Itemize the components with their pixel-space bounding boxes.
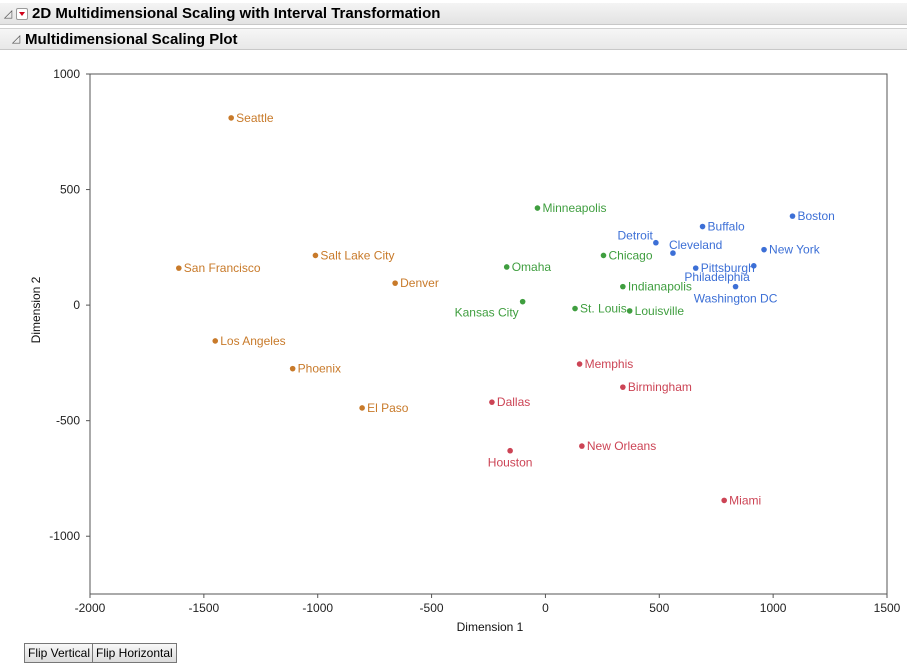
point-label: Minneapolis [542,201,606,215]
plot-section-title: Multidimensional Scaling Plot [25,30,238,48]
point-label: Memphis [585,357,634,371]
point-label: Detroit [618,229,654,243]
point-label: San Francisco [184,261,261,275]
point-label: Louisville [635,304,685,318]
data-point[interactable] [534,205,541,211]
data-point[interactable] [721,497,727,504]
y-tick-label: 1000 [53,67,80,81]
report-title: 2D Multidimensional Scaling with Interva… [32,5,441,22]
x-tick-label: 1000 [760,601,787,615]
data-point[interactable] [503,264,510,270]
point-label: Salt Lake City [320,248,394,262]
point-label: Seattle [236,111,274,125]
data-point[interactable] [359,405,365,411]
data-point[interactable] [732,283,739,290]
data-point[interactable] [670,250,676,256]
x-tick-label: 500 [649,601,669,615]
flip-vertical-button[interactable]: Flip Vertical [24,643,95,663]
data-point[interactable] [312,252,319,259]
plot-section-header[interactable]: ◿ Multidimensional Scaling Plot [0,28,907,50]
point-label: Kansas City [455,306,519,320]
point-label: Dallas [497,395,530,409]
mds-scatter-plot: -2000 -1500 -1000 -500 0 500 1000 1500 -1000 -50… [29,67,901,634]
point-label: Cleveland [669,238,722,252]
data-point[interactable] [228,115,234,121]
x-tick-label: -2000 [75,601,106,615]
x-axis: -2000 -1500 -1000 -500 0 500 1000 1500 [75,594,901,615]
point-label: Pittsburgh [701,261,755,275]
x-axis-title: Dimension 1 [457,620,524,634]
data-point[interactable] [600,252,607,259]
data-point[interactable] [789,213,796,219]
point-label: Buffalo [708,220,745,234]
data-point[interactable] [626,308,633,314]
y-tick-label: 500 [60,183,80,197]
data-point[interactable] [392,280,398,286]
data-point[interactable] [761,246,767,253]
point-label: Omaha [512,260,552,274]
plot-frame [89,73,888,595]
data-point[interactable] [692,265,699,271]
data-point[interactable] [699,223,706,230]
point-label: Denver [400,276,439,290]
point-label: Philadelphia [684,270,750,284]
y-axis: -1000 -500 0 500 1000 [49,67,90,543]
point-label: St. Louis [580,302,627,316]
data-point[interactable] [519,298,526,305]
data-point[interactable] [289,365,296,372]
x-tick-label: -1000 [302,601,333,615]
data-point[interactable] [176,265,182,271]
disclosure-triangle-icon[interactable]: ◿ [11,33,21,45]
point-label: Boston [797,209,834,223]
point-label: Chicago [608,248,652,262]
y-tick-label: 0 [73,298,80,312]
x-tick-label: 0 [542,601,549,615]
x-tick-label: -1500 [189,601,220,615]
point-label: El Paso [367,401,409,415]
data-point[interactable] [620,283,626,290]
y-tick-label: -500 [56,414,80,428]
point-label: New Orleans [587,439,656,453]
y-axis-title: Dimension 2 [29,276,43,343]
point-label: Birmingham [628,380,692,394]
data-point[interactable] [489,399,495,405]
red-triangle-menu-icon[interactable] [16,7,28,20]
point-label: Indianapolis [628,280,692,294]
point-label: Miami [729,493,761,507]
data-point[interactable] [507,447,513,454]
disclosure-triangle-icon[interactable]: ◿ [3,7,13,20]
data-point[interactable] [212,338,219,344]
x-tick-label: -500 [420,601,444,615]
data-points: Seattle San Francisco Salt Lake City Denver… [176,111,835,507]
point-label: New York [769,243,821,257]
point-label: Washington DC [694,292,778,306]
point-label: Los Angeles [220,334,285,348]
data-point[interactable] [750,263,757,269]
data-point[interactable] [572,305,578,312]
data-point[interactable] [576,361,583,367]
report-header[interactable]: ◿ 2D Multidimensional Scaling with Inter… [0,3,907,25]
x-tick-label: 1500 [874,601,901,615]
point-label: Houston [488,456,533,470]
data-point[interactable] [579,443,585,449]
data-point[interactable] [653,239,659,246]
point-label: Phoenix [298,362,341,376]
flip-horizontal-button[interactable]: Flip Horizontal [92,643,177,663]
y-tick-label: -1000 [49,529,80,543]
data-point[interactable] [620,384,626,390]
